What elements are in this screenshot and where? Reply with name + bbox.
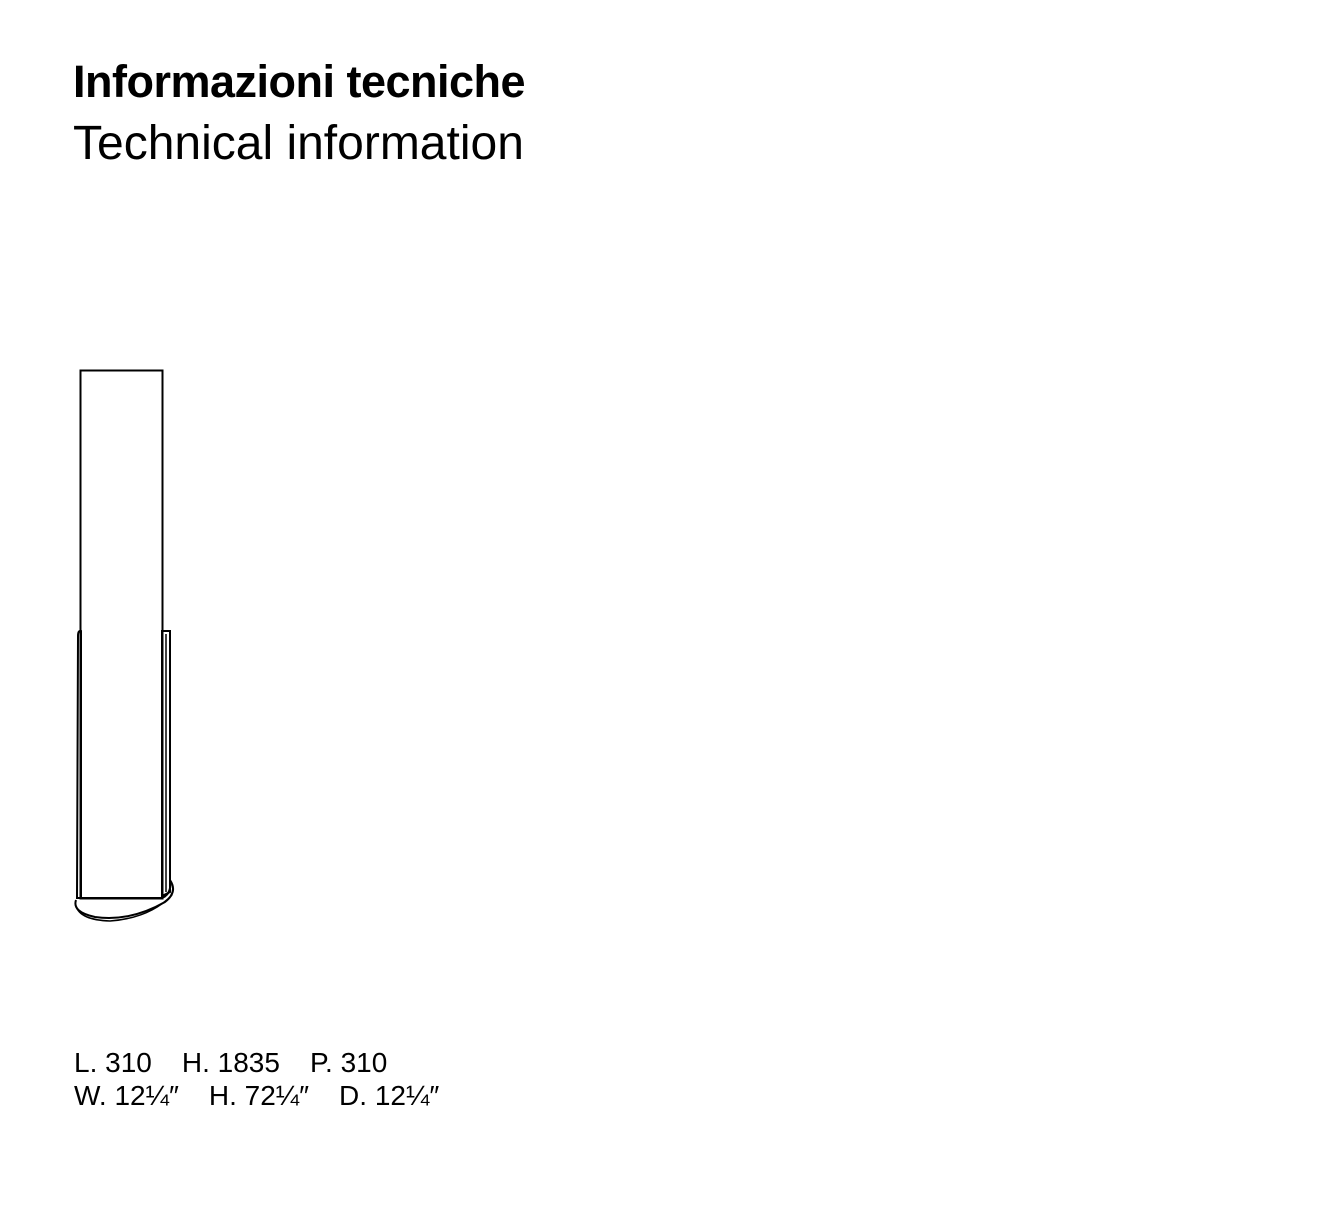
lamp-right-rod — [161, 630, 171, 898]
page-subtitle: Technical information — [73, 117, 524, 170]
lamp-base — [74, 879, 175, 919]
dimension-width-in: W. 12¼″ — [74, 1080, 179, 1111]
dimensions-metric: L. 310 H. 1835 P. 310 — [74, 1046, 469, 1079]
dimension-depth-in: D. 12¼″ — [339, 1080, 440, 1111]
page-title: Informazioni tecniche — [73, 56, 526, 107]
dimensions: L. 310 H. 1835 P. 310 W. 12¼″ H. 72¼″ D. 12¼… — [74, 1046, 469, 1112]
lamp-left-rod — [75, 629, 82, 899]
dimension-height: H. 1835 — [181, 1047, 280, 1078]
dimension-height-in: H. 72¼″ — [208, 1080, 310, 1111]
lamp-shade — [79, 369, 164, 900]
dimension-length: L. 310 — [74, 1047, 152, 1078]
dimension-depth: P. 310 — [309, 1047, 388, 1078]
dimensions-imperial: W. 12¼″ H. 72¼″ D. 12¼″ — [74, 1079, 469, 1112]
